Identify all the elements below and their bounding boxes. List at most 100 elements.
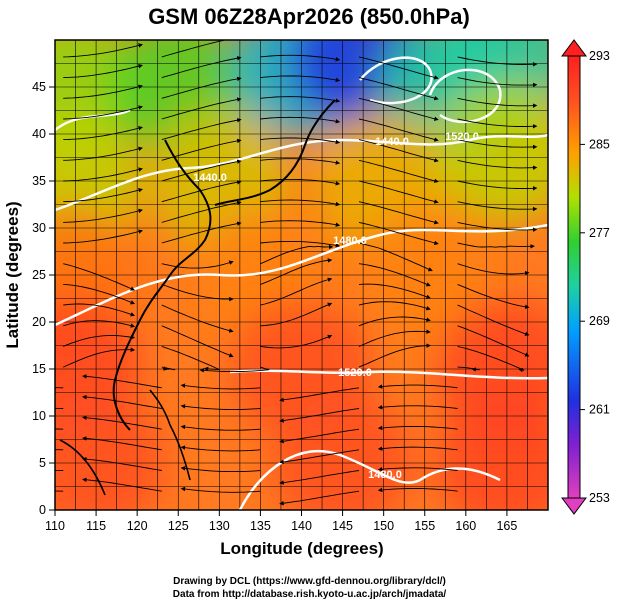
streamline [63,63,143,79]
streamline [260,178,341,186]
colorbar-gradient [567,55,581,499]
colorbar: 293 285 277 269 261 253 [561,39,610,515]
y-tick-label: 25 [32,268,46,282]
streamline [63,320,136,328]
contour-line [238,449,501,510]
contour-line [55,223,548,327]
streamline [161,345,220,372]
contour-line [55,133,548,212]
streamline [279,490,360,506]
streamline [82,415,162,430]
field-sample [436,82,548,223]
streamline [457,97,538,108]
streamline [260,258,333,285]
streamline [457,325,530,357]
grid [55,40,548,510]
streamline [358,343,431,368]
streamline [180,466,261,473]
streamline [457,366,480,372]
contour-label: 1440.0 [193,172,227,184]
streamline [260,334,333,349]
streamline [377,425,458,431]
chart-title: GSM 06Z28Apr2026 (850.0hPa) [148,4,470,29]
y-tick-label: 45 [32,80,46,94]
x-tick-label: 115 [86,519,106,533]
streamline [358,77,439,101]
streamline [161,304,234,333]
coastline-path [149,389,191,481]
streamline [358,180,439,204]
streamline [457,345,525,373]
coastline-path [112,139,212,431]
streamline [161,200,242,223]
streamline [82,394,162,409]
streamline [82,374,162,389]
streamline [161,260,234,269]
streamline [279,470,360,485]
streamline [260,96,341,103]
x-tick-label: 150 [373,519,394,533]
y-tick-label: 0 [39,503,46,517]
streamline [161,221,242,244]
streamline [63,43,143,58]
streamline [457,242,535,249]
x-tick-label: 130 [209,519,230,533]
streamline [55,428,64,430]
streamline [180,486,261,493]
streamline [358,316,431,327]
streamline [63,84,143,99]
streamline [180,445,261,452]
streamline [457,201,538,212]
streamline [260,240,341,248]
y-axis-title: Latitude (degrees) [3,201,22,348]
streamline [82,477,162,492]
streamline [377,446,458,451]
y-tick-label: 40 [32,127,46,141]
streamline [279,428,360,444]
streamline [161,159,242,182]
y-tick-label: 10 [32,409,46,423]
streamline [358,283,431,299]
contour-label: 1480.0 [333,235,367,247]
contour-labels: 1440.0 1440.0 1480.0 1520.0 1480.0 1520.… [193,131,479,481]
streamline [161,118,242,141]
streamline [260,54,341,62]
y-tick-label: 20 [32,315,46,329]
colorbar-ticks: 293 285 277 269 261 253 [580,49,610,505]
streamline [63,334,136,347]
x-tick-label: 120 [127,519,148,533]
streamline [358,221,439,246]
streamline [377,384,458,389]
streamline [358,301,431,311]
colorbar-tick-label: 285 [589,137,610,151]
streamline [63,146,143,161]
x-tick-label: 145 [332,519,353,533]
streamline [161,325,234,358]
streamline [63,347,136,368]
colorbar-tick-label: 293 [589,49,610,63]
streamline [358,139,439,163]
streamline [161,40,228,58]
streamline [63,167,143,182]
streamline [260,116,341,124]
streamline [358,329,431,347]
streamline [161,283,234,302]
streamline [457,56,538,67]
streamline [63,105,143,120]
streamline [457,304,530,336]
streamline [55,469,64,471]
y-tick-label: 15 [32,362,46,376]
streamline [180,383,261,390]
streamline [82,456,162,471]
y-axis: 0 5 10 15 20 25 30 35 40 45 [32,80,55,517]
streamline [457,180,538,191]
streamline [358,159,439,183]
credit-line-1: Drawing by DCL (https://www.gfd-dennou.o… [173,576,446,587]
colorbar-tick-label: 261 [589,403,610,417]
streamline [260,244,334,265]
streamline [457,263,530,276]
y-tick-label: 5 [39,456,46,470]
coastline-path [214,99,336,206]
streamline [63,188,143,203]
x-tick-label: 155 [414,519,435,533]
